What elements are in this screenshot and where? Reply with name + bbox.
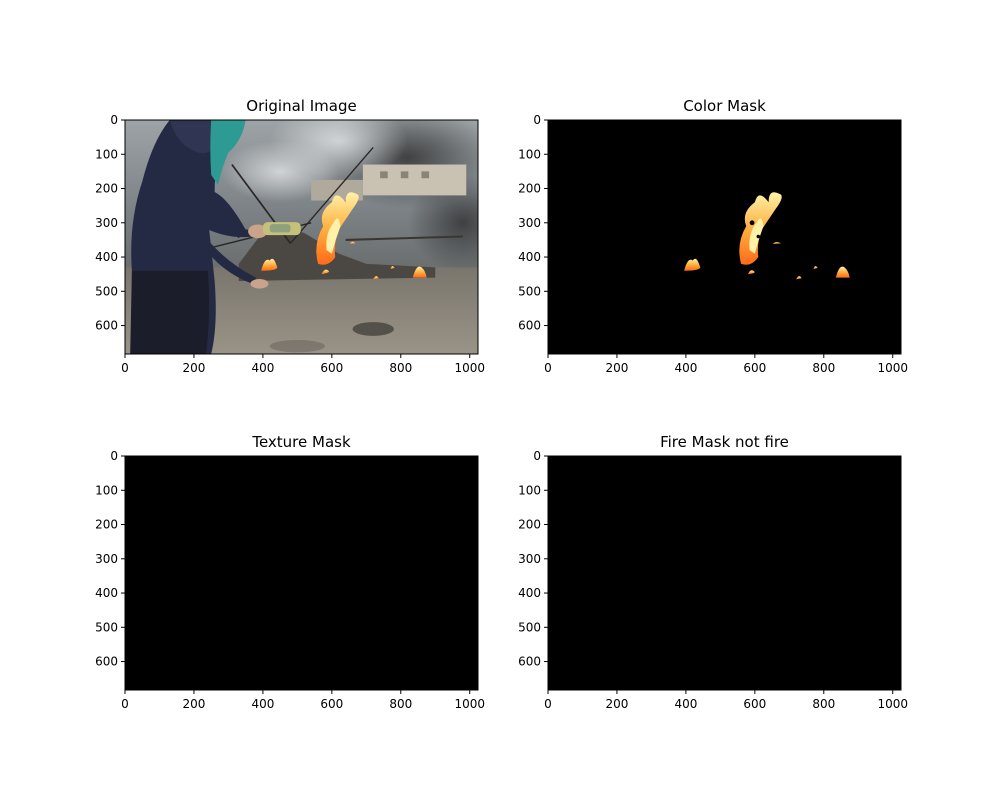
y-tick-label: 0 <box>533 113 541 127</box>
x-tick-label: 1000 <box>454 697 485 711</box>
x-tick-label: 200 <box>182 697 205 711</box>
axes-frame <box>124 455 479 691</box>
y-tick-label: 600 <box>95 319 118 333</box>
x-tick-label: 1000 <box>877 361 908 375</box>
axes-frame <box>547 119 902 355</box>
y-tick-label: 0 <box>110 113 118 127</box>
x-tick-label: 0 <box>121 361 129 375</box>
y-tick-label: 100 <box>95 483 118 497</box>
x-tick-label: 200 <box>605 361 628 375</box>
x-tick-label: 800 <box>812 361 835 375</box>
x-tick-label: 0 <box>544 361 552 375</box>
y-tick-label: 300 <box>518 552 541 566</box>
x-tick-label: 800 <box>812 697 835 711</box>
panel-title: Texture Mask <box>251 433 351 451</box>
x-tick-label: 800 <box>389 697 412 711</box>
x-tick-label: 0 <box>121 697 129 711</box>
x-tick-label: 1000 <box>877 697 908 711</box>
x-tick-label: 400 <box>674 361 697 375</box>
x-tick-label: 600 <box>320 361 343 375</box>
y-tick-label: 200 <box>95 518 118 532</box>
y-tick-label: 400 <box>518 250 541 264</box>
mask-image <box>125 456 478 690</box>
panel-title: Fire Mask not fire <box>660 433 789 451</box>
y-tick-label: 0 <box>533 449 541 463</box>
y-tick-label: 400 <box>518 586 541 600</box>
y-tick-label: 600 <box>518 319 541 333</box>
panel-title: Color Mask <box>683 97 766 115</box>
y-tick-label: 500 <box>518 620 541 634</box>
panel-3: Texture Mask 0 200 400 600 800 1000 0 100 200 300 4… <box>95 433 485 711</box>
y-tick-label: 100 <box>518 483 541 497</box>
panel-2: Color Mask 0 200 400 600 800 1000 0 100 200 300 400… <box>518 97 908 375</box>
y-tick-label: 600 <box>518 655 541 669</box>
y-tick-label: 200 <box>518 518 541 532</box>
y-tick-label: 500 <box>95 620 118 634</box>
y-tick-label: 200 <box>95 182 118 196</box>
y-tick-label: 100 <box>518 147 541 161</box>
x-tick-label: 200 <box>182 361 205 375</box>
x-tick-label: 600 <box>320 697 343 711</box>
y-tick-label: 300 <box>95 552 118 566</box>
x-tick-label: 400 <box>674 697 697 711</box>
axes-frame <box>547 455 902 691</box>
y-tick-label: 200 <box>518 182 541 196</box>
x-tick-label: 0 <box>544 697 552 711</box>
panel-title: Original Image <box>246 97 356 115</box>
axes-frame <box>124 119 479 355</box>
photo-image <box>125 120 478 354</box>
panel-4: Fire Mask not fire 0 200 400 600 800 1000 0 100 2… <box>518 433 908 711</box>
y-tick-label: 400 <box>95 586 118 600</box>
y-tick-label: 600 <box>95 655 118 669</box>
color-mask-image <box>548 120 901 354</box>
x-tick-label: 1000 <box>454 361 485 375</box>
x-tick-label: 400 <box>251 697 274 711</box>
y-tick-label: 400 <box>95 250 118 264</box>
panel-1: Original Image 0 200 400 600 800 1000 0 100 200 30… <box>95 97 485 375</box>
y-tick-label: 500 <box>95 284 118 298</box>
x-tick-label: 600 <box>743 697 766 711</box>
y-tick-label: 300 <box>95 216 118 230</box>
mask-image <box>548 456 901 690</box>
y-tick-label: 100 <box>95 147 118 161</box>
y-tick-label: 300 <box>518 216 541 230</box>
y-tick-label: 0 <box>110 449 118 463</box>
y-tick-label: 500 <box>518 284 541 298</box>
x-tick-label: 200 <box>605 697 628 711</box>
x-tick-label: 800 <box>389 361 412 375</box>
x-tick-label: 600 <box>743 361 766 375</box>
x-tick-label: 400 <box>251 361 274 375</box>
